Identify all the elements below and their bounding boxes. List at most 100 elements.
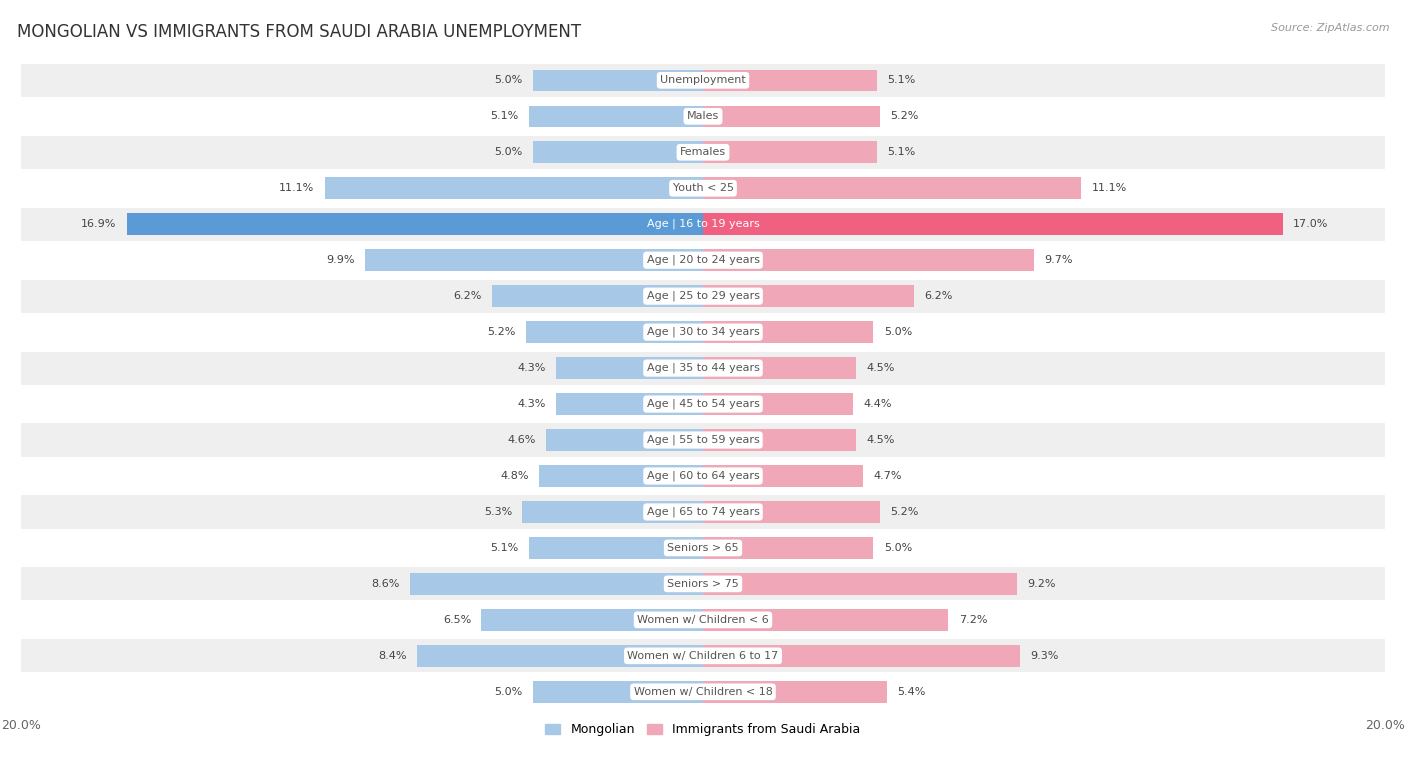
Text: 5.0%: 5.0% [884,543,912,553]
Text: 9.3%: 9.3% [1031,651,1059,661]
Text: 4.8%: 4.8% [501,471,529,481]
Text: 6.2%: 6.2% [925,291,953,301]
Bar [703,501,880,523]
Bar [703,394,853,415]
Bar [21,316,1385,349]
Bar [703,429,856,451]
Text: 5.2%: 5.2% [890,111,920,121]
Bar [533,142,703,163]
Text: 5.4%: 5.4% [897,687,925,696]
Text: Males: Males [688,111,718,121]
Text: 8.6%: 8.6% [371,579,399,589]
Text: 9.9%: 9.9% [326,255,356,265]
Text: Age | 55 to 59 years: Age | 55 to 59 years [647,435,759,445]
Bar [546,429,703,451]
Text: Age | 16 to 19 years: Age | 16 to 19 years [647,219,759,229]
Bar [127,213,703,235]
Text: 4.5%: 4.5% [866,435,896,445]
Text: 4.4%: 4.4% [863,399,891,409]
Text: 5.1%: 5.1% [491,543,519,553]
Bar [481,609,703,631]
Text: 7.2%: 7.2% [959,615,987,625]
Text: 4.5%: 4.5% [866,363,896,373]
Bar [703,609,949,631]
Text: 5.0%: 5.0% [494,76,522,86]
Text: 9.7%: 9.7% [1045,255,1073,265]
Text: Age | 60 to 64 years: Age | 60 to 64 years [647,471,759,481]
Text: Age | 65 to 74 years: Age | 65 to 74 years [647,506,759,517]
Text: Age | 30 to 34 years: Age | 30 to 34 years [647,327,759,338]
Bar [492,285,703,307]
Text: 5.2%: 5.2% [486,327,516,337]
Bar [703,177,1081,199]
Bar [557,394,703,415]
Text: Age | 25 to 29 years: Age | 25 to 29 years [647,291,759,301]
Bar [21,639,1385,672]
Text: 4.3%: 4.3% [517,399,546,409]
Bar [409,573,703,595]
Text: MONGOLIAN VS IMMIGRANTS FROM SAUDI ARABIA UNEMPLOYMENT: MONGOLIAN VS IMMIGRANTS FROM SAUDI ARABI… [17,23,581,41]
Text: 5.0%: 5.0% [884,327,912,337]
Bar [21,172,1385,205]
Text: 5.2%: 5.2% [890,507,920,517]
Text: Women w/ Children 6 to 17: Women w/ Children 6 to 17 [627,651,779,661]
Text: Seniors > 65: Seniors > 65 [668,543,738,553]
Bar [703,321,873,343]
Bar [703,213,1282,235]
Text: Age | 45 to 54 years: Age | 45 to 54 years [647,399,759,410]
Bar [366,249,703,271]
Text: Source: ZipAtlas.com: Source: ZipAtlas.com [1271,23,1389,33]
Text: 5.1%: 5.1% [887,148,915,157]
Text: Youth < 25: Youth < 25 [672,183,734,193]
Text: 5.1%: 5.1% [491,111,519,121]
Bar [21,459,1385,493]
Text: 11.1%: 11.1% [1091,183,1128,193]
Bar [533,681,703,702]
Bar [703,70,877,91]
Text: 4.6%: 4.6% [508,435,536,445]
Text: 17.0%: 17.0% [1294,220,1329,229]
Bar [703,681,887,702]
Text: Women w/ Children < 6: Women w/ Children < 6 [637,615,769,625]
Text: 4.7%: 4.7% [873,471,903,481]
Bar [21,136,1385,169]
Text: 4.3%: 4.3% [517,363,546,373]
Text: 5.0%: 5.0% [494,687,522,696]
Legend: Mongolian, Immigrants from Saudi Arabia: Mongolian, Immigrants from Saudi Arabia [540,718,866,741]
Bar [526,321,703,343]
Text: 6.2%: 6.2% [453,291,481,301]
Text: 11.1%: 11.1% [278,183,315,193]
Text: Age | 35 to 44 years: Age | 35 to 44 years [647,363,759,373]
Text: 9.2%: 9.2% [1026,579,1056,589]
Bar [21,388,1385,421]
Bar [21,675,1385,709]
Bar [703,105,880,127]
Text: 5.3%: 5.3% [484,507,512,517]
Bar [21,64,1385,97]
Text: 6.5%: 6.5% [443,615,471,625]
Bar [21,244,1385,277]
Text: 16.9%: 16.9% [82,220,117,229]
Text: Females: Females [681,148,725,157]
Bar [557,357,703,378]
Bar [21,100,1385,133]
Bar [325,177,703,199]
Bar [529,537,703,559]
Bar [21,567,1385,600]
Bar [21,495,1385,528]
Bar [703,249,1033,271]
Bar [540,466,703,487]
Text: Women w/ Children < 18: Women w/ Children < 18 [634,687,772,696]
Bar [533,70,703,91]
Bar [21,279,1385,313]
Bar [416,645,703,667]
Text: 5.0%: 5.0% [494,148,522,157]
Bar [703,285,914,307]
Bar [703,645,1021,667]
Bar [703,537,873,559]
Bar [21,351,1385,385]
Bar [529,105,703,127]
Bar [522,501,703,523]
Bar [703,466,863,487]
Text: Seniors > 75: Seniors > 75 [666,579,740,589]
